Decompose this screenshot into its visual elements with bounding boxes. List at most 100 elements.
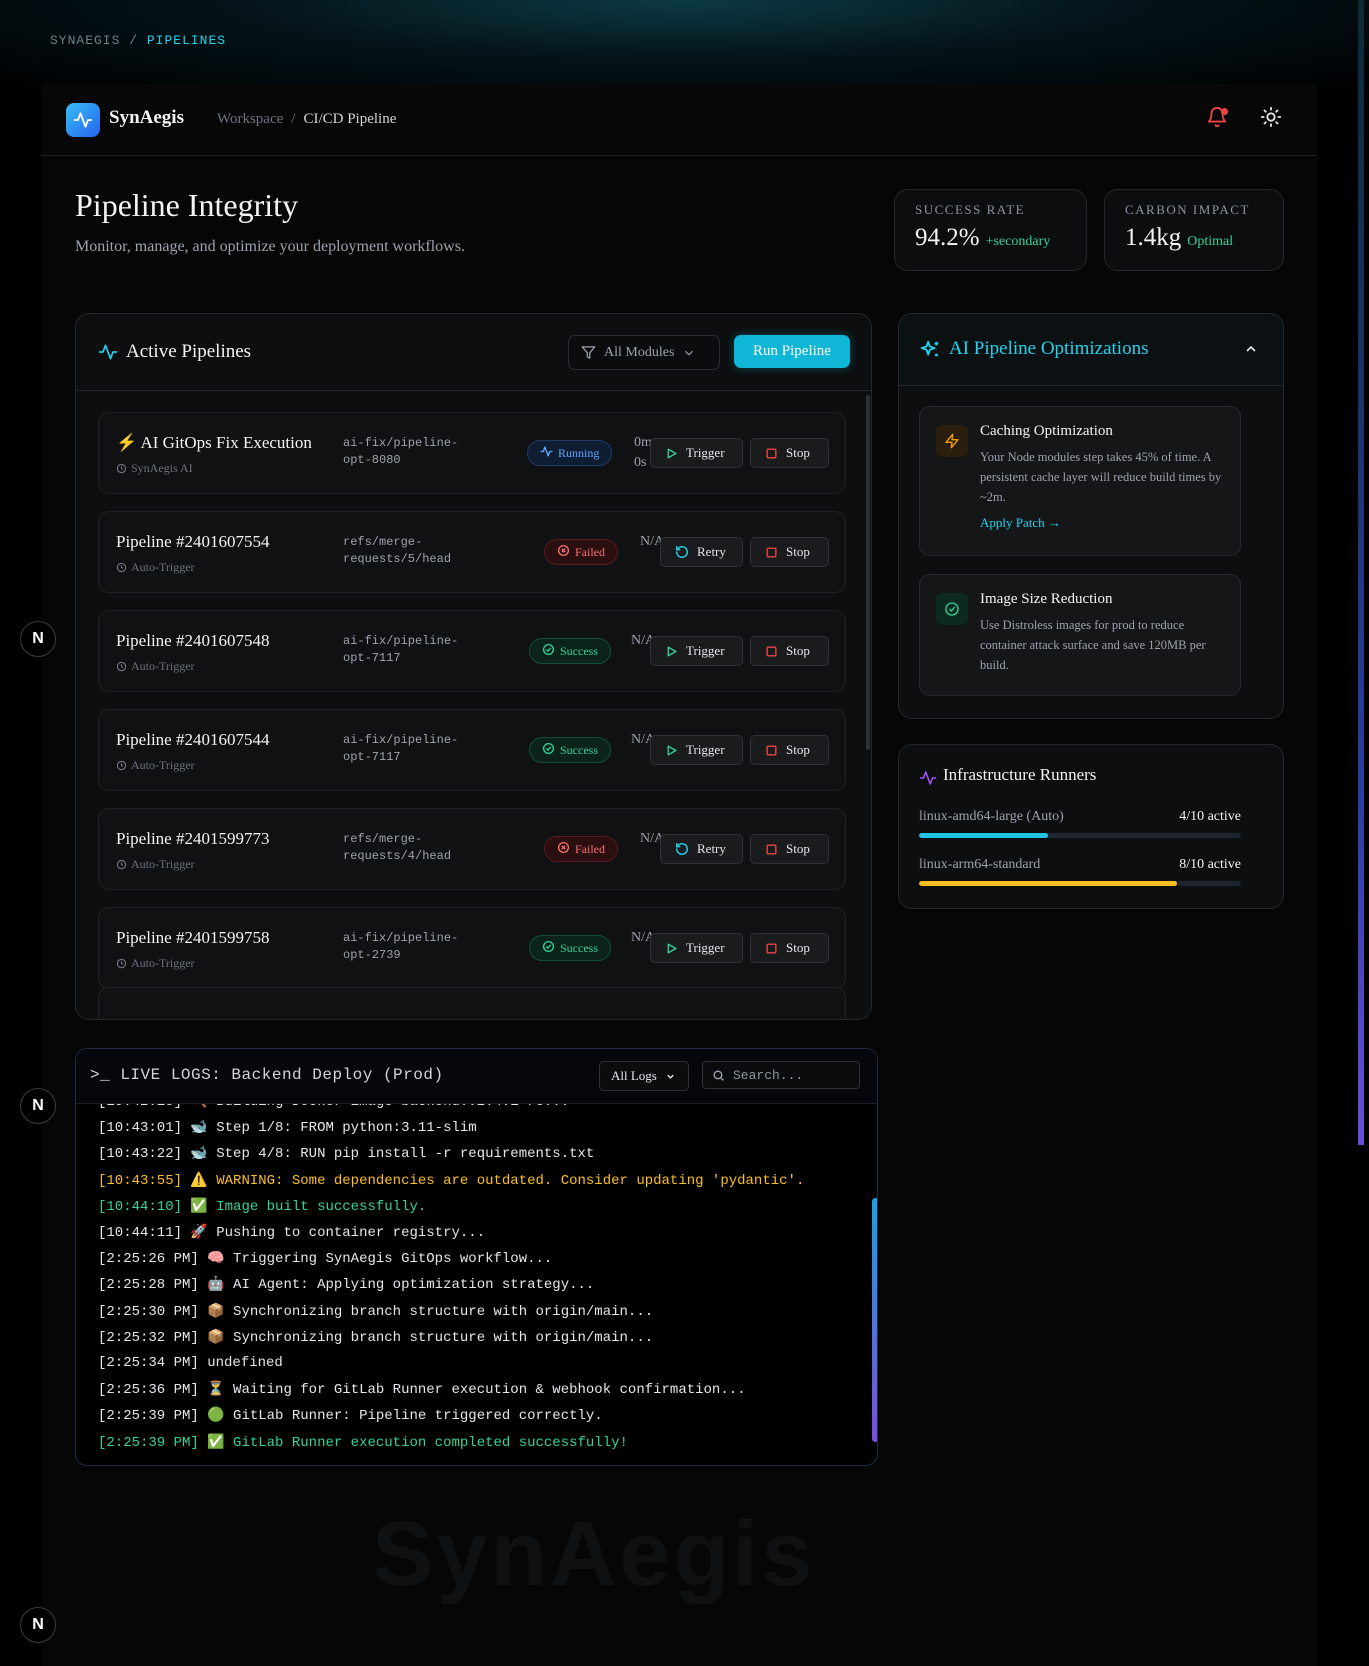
logo-icon[interactable] bbox=[66, 103, 100, 137]
status-badge: Running bbox=[527, 440, 613, 466]
pipeline-row[interactable]: Pipeline #2401599758 Auto-Trigger ai-fix… bbox=[98, 907, 846, 989]
log-line: [2:25:36 PM] ⏳ Waiting for GitLab Runner… bbox=[98, 1382, 746, 1399]
ai-panel-header[interactable]: AI Pipeline Optimizations bbox=[899, 314, 1283, 386]
pipeline-row[interactable]: Pipeline #2401599773 Auto-Trigger refs/m… bbox=[98, 808, 846, 890]
pipeline-row[interactable]: Pipeline #2401607548 Auto-Trigger ai-fix… bbox=[98, 610, 846, 692]
retry-button[interactable]: Retry bbox=[660, 537, 743, 567]
pipeline-duration: N/A bbox=[631, 631, 655, 651]
ai-panel-title: AI Pipeline Optimizations bbox=[949, 338, 1149, 359]
log-output[interactable]: [10:42:18] 🔨 Building Docker image backe… bbox=[76, 1104, 866, 1465]
pipelines-scrollbar[interactable] bbox=[866, 395, 870, 750]
page-title: Pipeline Integrity bbox=[75, 187, 299, 223]
stop-button[interactable]: Stop bbox=[750, 834, 829, 864]
trigger-button[interactable]: Trigger bbox=[650, 438, 743, 468]
status-text: Success bbox=[560, 643, 598, 658]
trigger-button[interactable]: Trigger bbox=[650, 636, 743, 666]
pipeline-source-text: Auto-Trigger bbox=[131, 560, 195, 574]
check-circle-icon bbox=[542, 643, 555, 660]
search-placeholder: Search... bbox=[733, 1067, 804, 1083]
run-pipeline-button[interactable]: Run Pipeline bbox=[734, 335, 850, 368]
floating-n-button[interactable]: N bbox=[20, 621, 56, 657]
chevron-up-icon[interactable] bbox=[1243, 341, 1259, 362]
check-circle-icon bbox=[542, 940, 555, 957]
pipeline-row[interactable]: Pipeline #2401607544 Auto-Trigger ai-fix… bbox=[98, 709, 846, 791]
log-level-select[interactable]: All Logs bbox=[599, 1061, 689, 1091]
theme-toggle-sun-icon[interactable] bbox=[1260, 106, 1286, 132]
brand-name[interactable]: SynAegis bbox=[109, 107, 184, 128]
runner-item: linux-amd64-large (Auto) 4/10 active bbox=[919, 809, 1241, 825]
trigger-button[interactable]: Trigger bbox=[650, 735, 743, 765]
retry-icon bbox=[676, 546, 688, 558]
floating-n-button[interactable]: N bbox=[20, 1088, 56, 1124]
stop-button[interactable]: Stop bbox=[750, 537, 829, 567]
retry-button[interactable]: Retry bbox=[660, 834, 743, 864]
breadcrumb-sep: / bbox=[129, 33, 139, 48]
duration-line: N/A bbox=[640, 831, 665, 846]
log-line: [2:25:32 PM] 📦 Synchronizing branch stru… bbox=[98, 1329, 654, 1346]
runner-name: linux-amd64-large (Auto) bbox=[919, 809, 1064, 824]
lightning-icon bbox=[936, 425, 968, 457]
pipeline-name: ⚡ AI GitOps Fix Execution bbox=[116, 433, 312, 452]
log-line: [10:42:18] 🔨 Building Docker image backe… bbox=[98, 1104, 569, 1110]
page-subtitle: Monitor, manage, and optimize your deplo… bbox=[75, 238, 465, 255]
app-header: SynAegis Workspace / CI/CD Pipeline bbox=[42, 84, 1317, 156]
duration-line: N/A bbox=[631, 732, 656, 747]
pipeline-row[interactable]: ⚡ AI GitOps Fix Execution SynAegis AI ai… bbox=[98, 412, 846, 494]
button-label: Trigger bbox=[686, 445, 725, 460]
runner-usage-bar bbox=[919, 881, 1241, 886]
check-circle-icon bbox=[542, 742, 555, 759]
crumb-workspace[interactable]: Workspace bbox=[217, 111, 284, 127]
page-breadcrumb: SYNAEGIS / PIPELINES bbox=[50, 33, 226, 48]
notification-dot bbox=[1221, 108, 1228, 115]
panel-header: Active Pipelines All Modules Run Pipelin… bbox=[76, 314, 871, 391]
activity-icon bbox=[919, 769, 937, 792]
log-search-input[interactable]: Search... bbox=[702, 1061, 860, 1089]
stop-icon bbox=[766, 546, 777, 558]
duration-line: 0s bbox=[634, 455, 647, 470]
apply-patch-link[interactable]: Apply Patch → bbox=[980, 515, 1061, 530]
stop-button[interactable]: Stop bbox=[750, 933, 829, 963]
activity-icon bbox=[98, 342, 118, 367]
breadcrumb-current: PIPELINES bbox=[146, 33, 227, 48]
log-line: [10:43:01] 🐋 Step 1/8: FROM python:3.11-… bbox=[98, 1120, 477, 1137]
status-badge: Failed bbox=[544, 539, 618, 565]
header-breadcrumb: Workspace / CI/CD Pipeline bbox=[217, 111, 396, 128]
pipeline-name: Pipeline #2401607554 bbox=[116, 532, 270, 551]
status-badge: Failed bbox=[544, 836, 618, 862]
button-label: Stop bbox=[786, 841, 810, 856]
pipeline-name: Pipeline #2401607548 bbox=[116, 631, 270, 650]
pipeline-row[interactable]: Pipeline #2401607554 Auto-Trigger refs/m… bbox=[98, 511, 846, 593]
log-line: [2:25:34 PM] undefined bbox=[98, 1355, 283, 1371]
status-text: Failed bbox=[575, 841, 605, 856]
stop-icon bbox=[766, 843, 777, 855]
clock-icon bbox=[116, 661, 127, 672]
stop-button[interactable]: Stop bbox=[750, 636, 829, 666]
runner-usage-fill bbox=[919, 833, 1048, 838]
pipeline-source-text: Auto-Trigger bbox=[131, 956, 195, 970]
search-icon bbox=[713, 1069, 724, 1081]
runner-value: 4/10 active bbox=[1179, 809, 1241, 824]
button-label: Stop bbox=[786, 940, 810, 955]
button-label: Stop bbox=[786, 742, 810, 757]
trigger-button[interactable]: Trigger bbox=[650, 933, 743, 963]
stat-delta: +secondary bbox=[985, 234, 1051, 249]
pipeline-source: Auto-Trigger bbox=[116, 956, 195, 971]
suggestion-card: Caching Optimization Your Node modules s… bbox=[919, 406, 1241, 556]
log-scrollbar[interactable] bbox=[872, 1198, 877, 1442]
clock-icon bbox=[116, 463, 127, 474]
pipeline-name: Pipeline #2401599773 bbox=[116, 829, 270, 848]
floating-n-button[interactable]: N bbox=[20, 1607, 56, 1643]
notification-bell-icon[interactable] bbox=[1206, 106, 1232, 132]
stat-delta: Optimal bbox=[1187, 234, 1234, 249]
stop-button[interactable]: Stop bbox=[750, 735, 829, 765]
stop-button[interactable]: Stop bbox=[750, 438, 829, 468]
x-circle-icon bbox=[557, 841, 570, 858]
clock-icon bbox=[116, 760, 127, 771]
module-filter-dropdown[interactable]: All Modules bbox=[568, 335, 720, 370]
pipeline-duration: N/A bbox=[631, 928, 655, 948]
breadcrumb-root[interactable]: SYNAEGIS bbox=[50, 33, 121, 48]
ai-optimizations-panel: AI Pipeline Optimizations Caching Optimi… bbox=[898, 313, 1284, 719]
clock-icon bbox=[116, 859, 127, 870]
live-logs-panel: >_ LIVE LOGS: Backend Deploy (Prod) All … bbox=[75, 1048, 878, 1466]
button-label: Stop bbox=[786, 544, 810, 559]
